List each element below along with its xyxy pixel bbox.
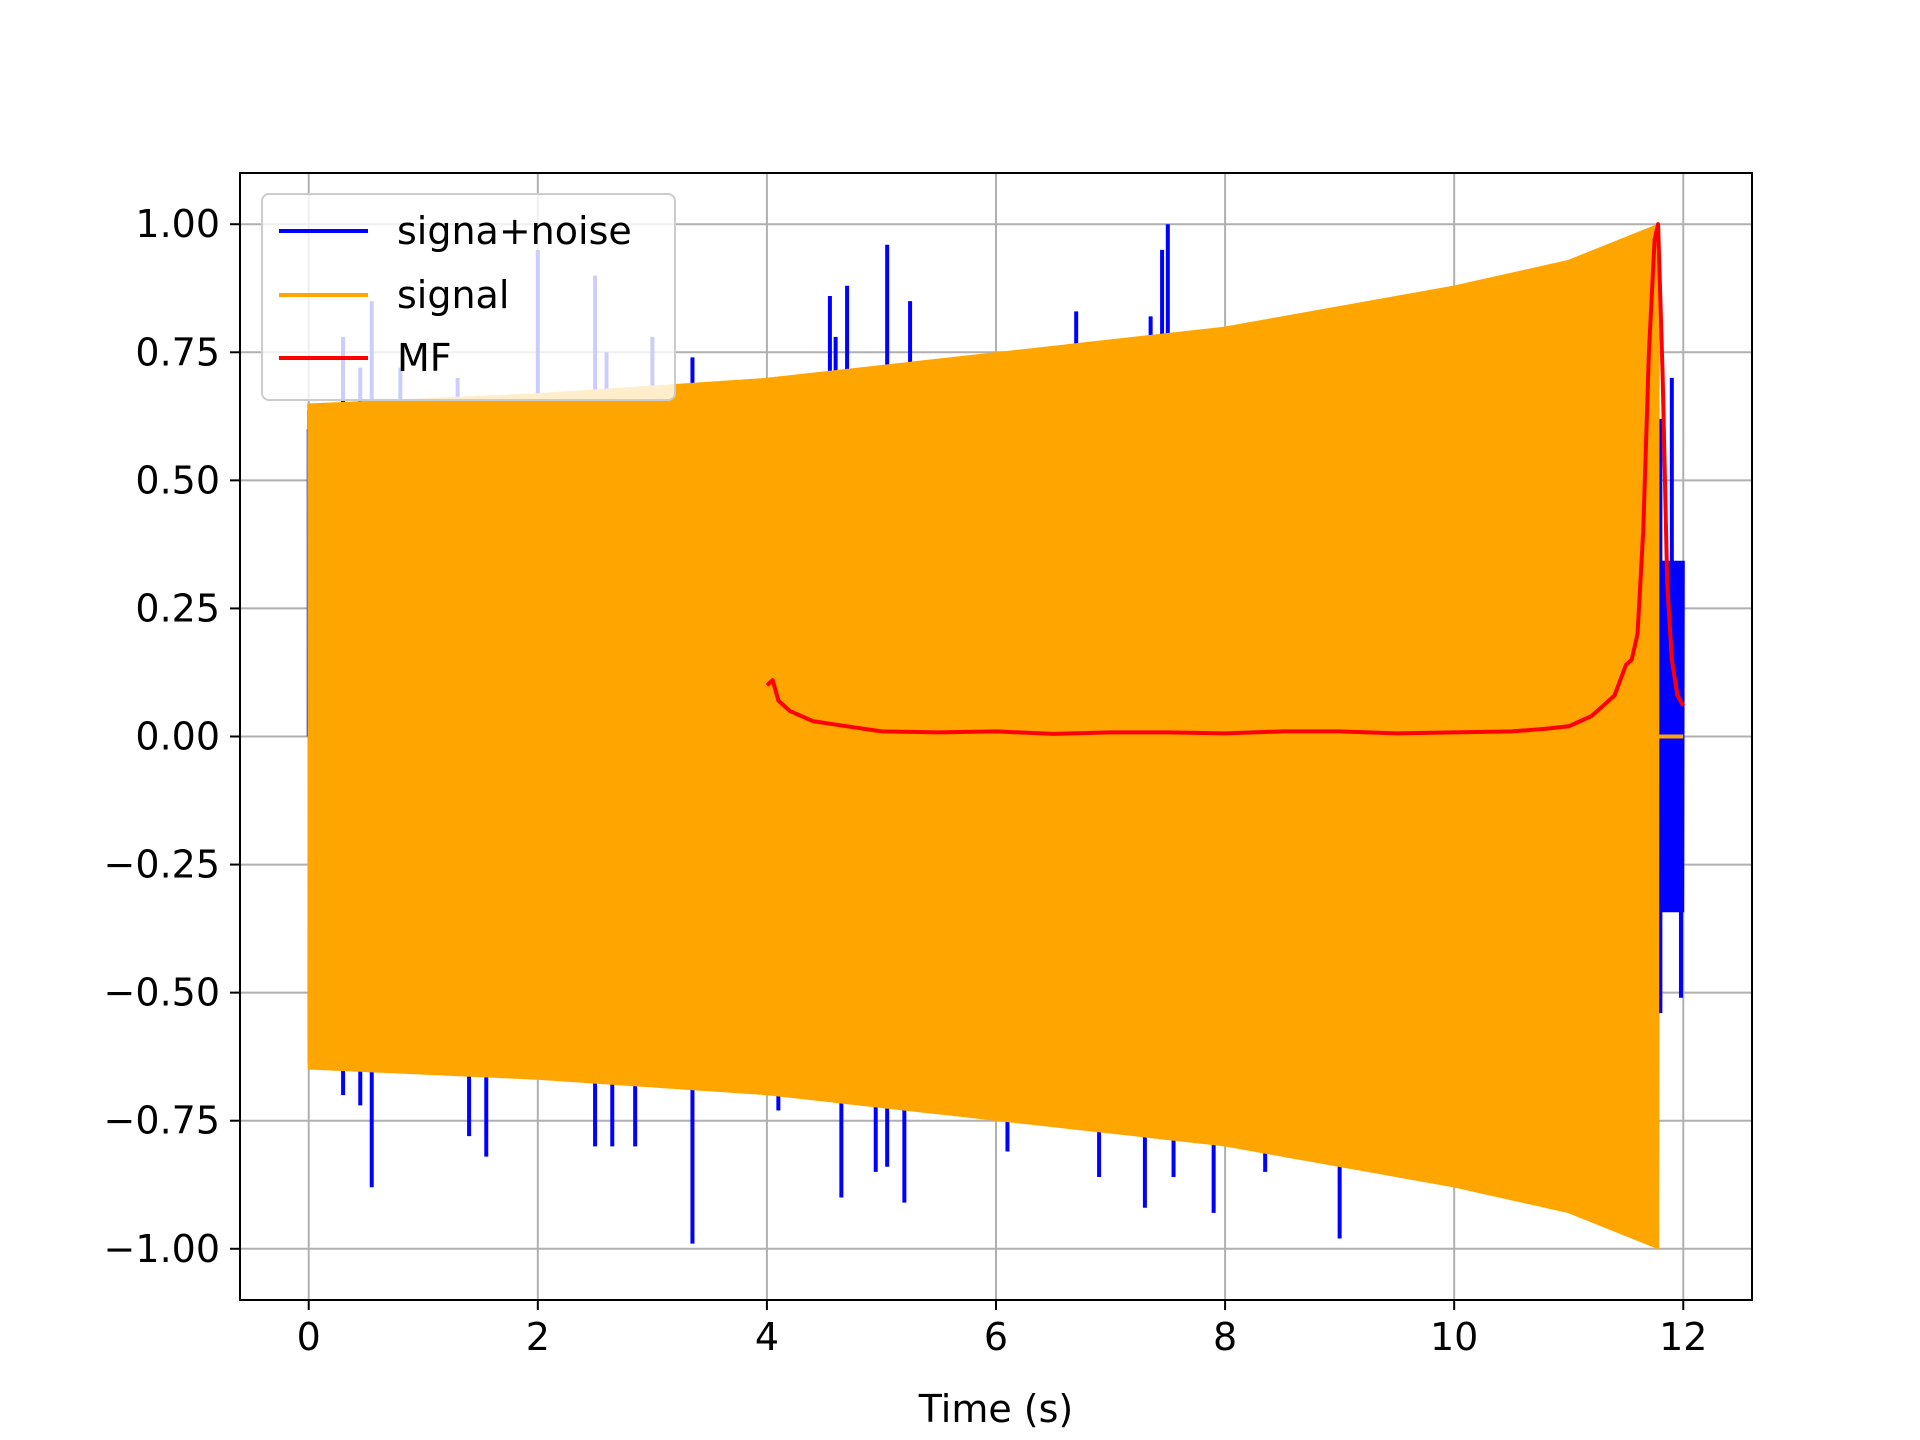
y-tick-label: −0.25 bbox=[104, 843, 220, 887]
y-tick-label: −0.50 bbox=[104, 971, 220, 1015]
y-tick-label: −1.00 bbox=[104, 1227, 220, 1271]
x-tick-label: 10 bbox=[1430, 1315, 1478, 1359]
y-tick-label: 1.00 bbox=[135, 202, 220, 246]
y-tick-label: 0.00 bbox=[135, 715, 220, 759]
series-mf bbox=[765, 222, 1686, 736]
y-tick-label: 0.25 bbox=[135, 586, 220, 630]
y-tick-label: 0.75 bbox=[135, 330, 220, 374]
y-tick-label: −0.75 bbox=[104, 1099, 220, 1143]
plot-area bbox=[306, 222, 1686, 1249]
x-axis-label: Time (s) bbox=[918, 1387, 1074, 1431]
legend-label-signal: signal bbox=[397, 273, 509, 317]
x-tick-label: 6 bbox=[984, 1315, 1008, 1359]
legend-label-mf: MF bbox=[397, 336, 452, 380]
x-tick-label: 8 bbox=[1213, 1315, 1237, 1359]
y-axis: −1.00 −0.75 −0.50 −0.25 0.00 0.25 0.50 0.75 1.00 bbox=[104, 202, 240, 1271]
x-tick-label: 2 bbox=[526, 1315, 550, 1359]
legend: signa+noise signal MF bbox=[261, 193, 676, 401]
x-tick-label: 4 bbox=[755, 1315, 779, 1359]
x-axis: 0 2 4 6 8 10 12 bbox=[297, 1300, 1707, 1359]
legend-box bbox=[261, 193, 676, 401]
legend-label-signa-noise: signa+noise bbox=[397, 209, 632, 253]
x-tick-label: 0 bbox=[297, 1315, 321, 1359]
x-tick-label: 12 bbox=[1659, 1315, 1707, 1359]
mf-line bbox=[765, 222, 1686, 736]
y-tick-label: 0.50 bbox=[135, 458, 220, 502]
